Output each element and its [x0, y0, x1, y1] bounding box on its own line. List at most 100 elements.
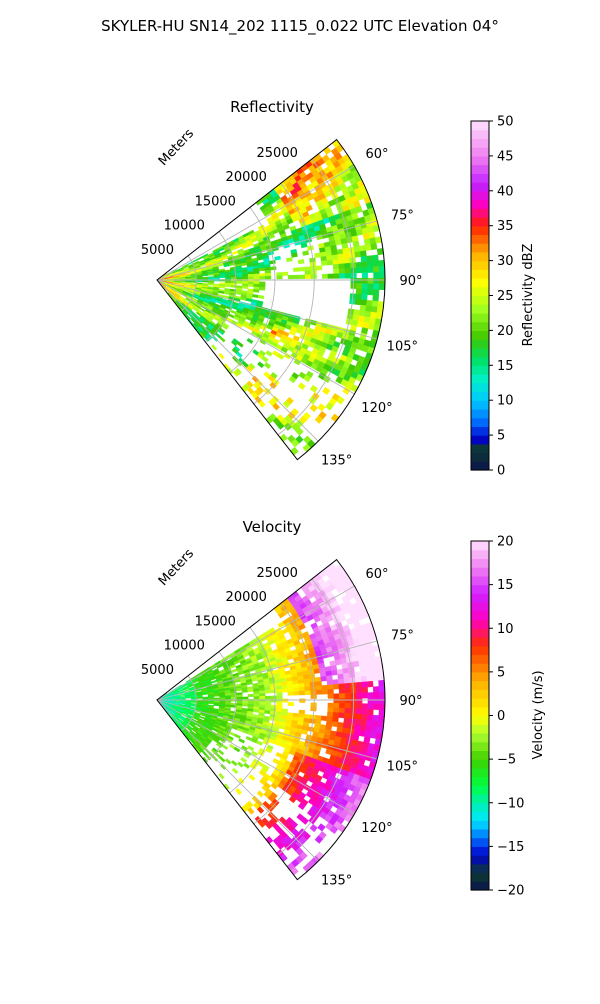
colorbar-segment — [471, 383, 489, 392]
field-cell — [275, 256, 281, 260]
colorbar-segment — [471, 724, 489, 733]
field-cell — [367, 715, 373, 721]
field-cell — [220, 757, 226, 763]
field-cell — [333, 712, 339, 717]
field-cell — [339, 713, 345, 718]
colorbar-segment — [471, 864, 489, 873]
field-cell — [237, 277, 243, 279]
field-cell — [203, 281, 209, 282]
field-cell — [338, 259, 344, 264]
colorbar-segment — [471, 733, 489, 742]
field-cell — [243, 763, 249, 769]
field-cell — [271, 690, 277, 693]
field-cell — [305, 691, 311, 695]
field-cell — [254, 696, 260, 699]
field-cell — [338, 674, 344, 680]
field-cell — [208, 702, 214, 704]
field-cell — [316, 686, 322, 691]
field-cell — [373, 692, 379, 698]
colorbar-tick-label: 30 — [497, 254, 514, 269]
colorbar-segment — [471, 628, 489, 637]
colorbar-tick-label: 50 — [497, 115, 514, 130]
field-cell — [265, 699, 271, 702]
field-cell — [328, 274, 334, 279]
field-cell — [359, 245, 365, 251]
field-cell — [362, 687, 368, 693]
field-cell — [236, 788, 242, 794]
field-cell — [197, 256, 203, 260]
field-cell — [220, 337, 226, 343]
field-cell — [379, 278, 385, 284]
colorbar-tick-label: −10 — [497, 796, 524, 811]
field-cell — [366, 306, 372, 312]
field-cell — [355, 677, 361, 683]
field-cell — [356, 693, 362, 698]
field-cell — [368, 278, 374, 284]
colorbar-segment — [471, 881, 489, 890]
range-tick-label: 10000 — [164, 219, 205, 234]
azimuth-tick-label: 120° — [361, 401, 392, 416]
field-cell — [298, 383, 305, 390]
field-cell — [260, 276, 266, 279]
field-cell — [361, 682, 367, 688]
field-cell — [379, 284, 385, 290]
field-cell — [373, 704, 379, 710]
field-cell — [253, 709, 259, 712]
colorbar-tick-label: −20 — [497, 884, 524, 899]
field-cell — [362, 278, 368, 284]
field-cell — [344, 678, 350, 684]
field-cell — [259, 693, 265, 696]
colorbar-tick-label: −5 — [497, 753, 516, 768]
range-tick-label: 10000 — [164, 639, 205, 654]
colorbar-segment — [471, 663, 489, 672]
field-cell — [334, 698, 340, 703]
colorbar-tick-label: 0 — [497, 709, 505, 724]
field-cell — [305, 275, 311, 279]
colorbar-segment — [471, 191, 489, 200]
field-cell — [237, 697, 243, 699]
colorbar-segment — [471, 759, 489, 768]
field-cell — [230, 310, 236, 314]
field-cell — [232, 251, 238, 255]
field-cell — [367, 255, 373, 261]
colorbar-segment — [471, 444, 489, 453]
field-cell — [332, 722, 338, 727]
azimuth-tick-label: 75° — [391, 208, 414, 223]
field-cell — [265, 696, 271, 699]
field-cell — [366, 726, 372, 732]
colorbar-segment — [471, 707, 489, 716]
field-cell — [373, 686, 379, 692]
colorbar-segment — [471, 453, 489, 462]
field-cell — [356, 682, 362, 688]
field-cell — [234, 734, 240, 738]
field-cell — [361, 262, 367, 268]
field-cell — [282, 689, 288, 693]
colorbar-segment — [471, 200, 489, 209]
field-cell — [259, 287, 265, 290]
field-cell — [332, 255, 338, 260]
field-cell — [299, 699, 305, 703]
colorbar-segment — [471, 803, 489, 812]
field-cell — [372, 301, 378, 307]
field-cell — [378, 260, 384, 266]
field-cell — [211, 680, 217, 683]
field-cell — [314, 253, 320, 258]
field-cell — [242, 274, 248, 277]
field-cell — [265, 690, 271, 693]
range-tick-label: 20000 — [226, 590, 267, 605]
field-cell — [379, 266, 385, 272]
colorbar-segment — [471, 173, 489, 182]
field-cell — [214, 695, 220, 697]
field-cell — [299, 267, 305, 271]
field-cell — [339, 708, 345, 713]
colorbar-segment — [471, 855, 489, 864]
colorbar-segment — [471, 374, 489, 383]
field-cell — [294, 691, 300, 695]
field-cell — [276, 692, 282, 695]
field-cell — [334, 274, 340, 279]
field-cell — [379, 272, 385, 278]
field-cell — [373, 261, 379, 267]
range-tick-label: 5000 — [141, 663, 174, 678]
colorbar-segment — [471, 611, 489, 620]
field-cell — [254, 282, 260, 285]
